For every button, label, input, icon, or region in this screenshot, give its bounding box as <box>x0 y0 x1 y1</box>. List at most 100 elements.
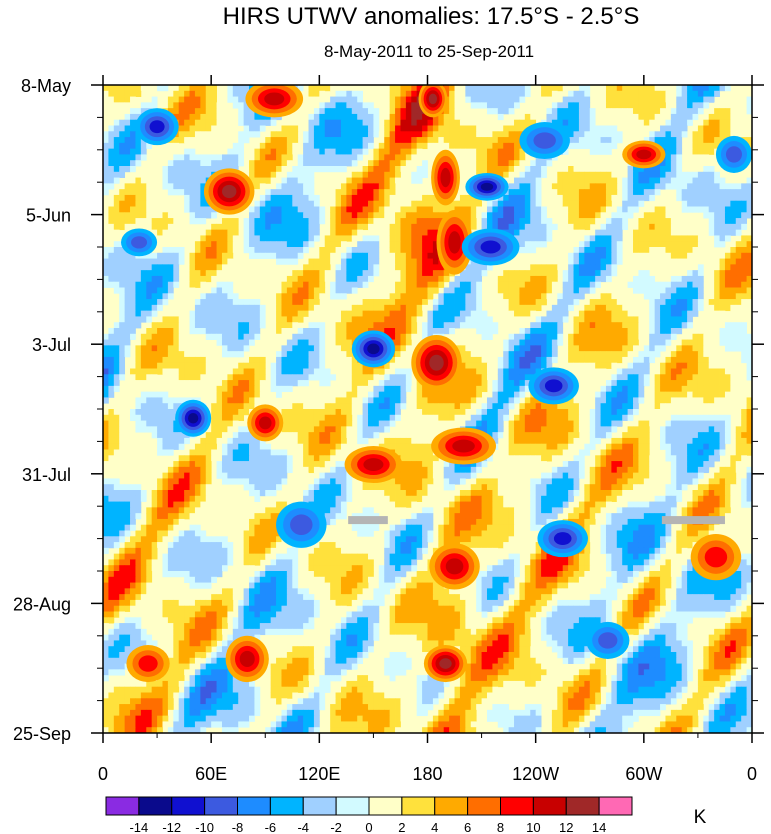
field-cell <box>638 281 645 288</box>
field-cell <box>568 322 574 329</box>
field-cell <box>627 333 634 340</box>
field-cell <box>670 160 677 167</box>
field-cell <box>254 368 261 375</box>
field-cell <box>470 212 477 219</box>
field-cell <box>692 85 699 92</box>
field-cell <box>681 258 688 265</box>
field-cell <box>194 131 201 138</box>
field-cell <box>730 229 737 236</box>
field-cell <box>216 125 223 132</box>
field-cell <box>584 171 591 178</box>
field-cell <box>535 351 542 358</box>
field-cell <box>362 206 369 213</box>
field-cell <box>286 218 293 225</box>
field-cell <box>378 154 385 161</box>
field-cell <box>108 264 115 271</box>
field-cell <box>665 85 672 92</box>
field-cell <box>724 287 731 294</box>
field-cell <box>697 171 704 178</box>
field-cell <box>470 299 477 306</box>
field-cell <box>741 345 747 352</box>
field-cell <box>687 183 693 190</box>
field-cell <box>200 235 207 242</box>
field-cell <box>589 264 596 271</box>
field-cell <box>524 247 531 254</box>
field-cell <box>627 96 634 103</box>
field-cell <box>600 148 607 155</box>
field-cell <box>259 316 266 323</box>
field-cell <box>595 166 601 173</box>
field-cell <box>660 131 666 138</box>
field-cell <box>243 108 250 115</box>
field-cell <box>167 339 174 346</box>
field-cell <box>697 235 704 242</box>
field-cell <box>297 252 304 259</box>
field-cell <box>741 241 747 248</box>
field-cell <box>633 229 639 236</box>
field-cell <box>178 351 185 358</box>
field-cell <box>151 200 158 207</box>
field-cell <box>335 241 342 248</box>
field-cell <box>368 119 374 126</box>
field-cell <box>108 252 115 259</box>
field-cell <box>400 142 407 150</box>
field-cell <box>654 345 661 352</box>
field-cell <box>654 374 661 381</box>
field-cell <box>243 131 250 138</box>
field-cell <box>719 299 726 306</box>
field-cell <box>497 275 504 283</box>
field-cell <box>389 304 396 312</box>
field-cell <box>578 171 585 178</box>
field-cell <box>692 154 699 161</box>
field-cell <box>584 241 591 248</box>
field-cell <box>346 189 353 196</box>
field-cell <box>681 90 688 97</box>
field-cell <box>346 119 353 126</box>
field-cell <box>660 212 666 219</box>
field-cell <box>633 90 639 97</box>
field-cell <box>719 177 726 184</box>
field-cell <box>232 333 239 340</box>
field-cell <box>422 189 428 196</box>
field-cell <box>568 113 574 121</box>
field-cell <box>432 200 439 207</box>
field-cell <box>622 368 629 375</box>
field-cell <box>422 293 428 300</box>
field-cell <box>373 206 380 213</box>
field-cell <box>719 368 726 375</box>
field-cell <box>530 356 537 364</box>
field-cell <box>303 241 309 248</box>
field-cell <box>627 310 634 317</box>
field-cell <box>211 293 217 300</box>
field-cell <box>605 351 612 358</box>
field-cell <box>508 310 515 317</box>
field-cell <box>746 339 752 346</box>
field-cell <box>724 293 731 300</box>
field-cell <box>514 154 520 161</box>
field-cell <box>411 247 418 254</box>
field-cell <box>205 131 212 138</box>
field-cell <box>308 275 315 283</box>
field-cell <box>389 189 396 196</box>
field-cell <box>221 304 228 312</box>
field-cell <box>724 299 731 306</box>
field-cell <box>633 356 639 364</box>
field-cell <box>546 113 553 121</box>
field-cell <box>416 166 423 173</box>
field-cell <box>330 148 336 155</box>
field-cell <box>189 258 196 265</box>
field-cell <box>368 316 374 323</box>
field-cell <box>297 339 304 346</box>
field-cell <box>362 166 369 173</box>
field-cell <box>395 368 401 375</box>
field-cell <box>119 160 126 167</box>
field-cell <box>676 131 683 138</box>
field-cell <box>454 90 461 97</box>
field-cell <box>389 362 396 369</box>
field-cell <box>330 119 336 126</box>
field-cell <box>697 374 704 381</box>
field-cell <box>654 368 661 375</box>
field-cell <box>178 345 185 352</box>
field-cell <box>178 316 185 323</box>
field-cell <box>708 212 715 219</box>
